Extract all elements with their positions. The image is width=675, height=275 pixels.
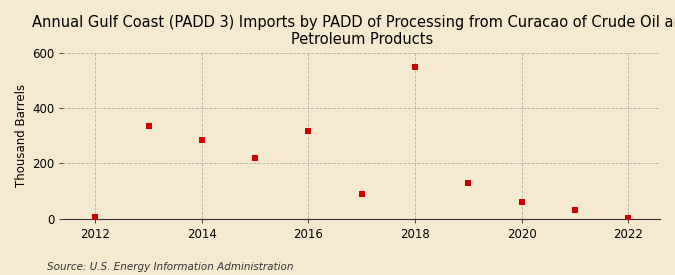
Point [196, 138, 207, 143]
Point [622, 216, 633, 220]
Title: Annual Gulf Coast (PADD 3) Imports by PADD of Processing from Curacao of Crude O: Annual Gulf Coast (PADD 3) Imports by PA… [32, 15, 675, 47]
Point [250, 156, 261, 160]
Point [90, 215, 101, 219]
Point [303, 128, 314, 133]
Point [570, 208, 580, 213]
Point [356, 192, 367, 197]
Point [143, 124, 154, 128]
Point [463, 181, 474, 185]
Point [410, 64, 421, 69]
Text: Source: U.S. Energy Information Administration: Source: U.S. Energy Information Administ… [47, 262, 294, 272]
Y-axis label: Thousand Barrels: Thousand Barrels [15, 84, 28, 187]
Point [516, 199, 527, 204]
